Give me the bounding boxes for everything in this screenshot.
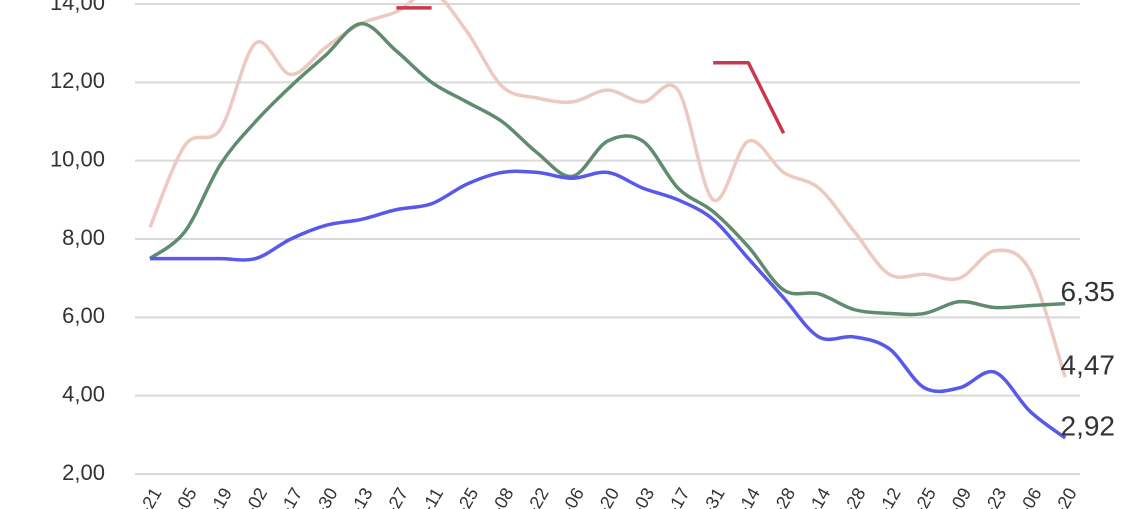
- x-tick-label: -09: [945, 484, 975, 509]
- x-tick-label: -03: [628, 484, 658, 509]
- x-tick-label: -22: [522, 484, 552, 509]
- y-tick-label: 2,00: [62, 460, 105, 485]
- x-tick-label: -08: [487, 484, 517, 509]
- series-line: [150, 169, 1067, 440]
- x-tick-label: -25: [452, 484, 482, 509]
- x-tick-label: -19: [206, 484, 236, 509]
- y-tick-label: 4,00: [62, 381, 105, 406]
- y-tick-label: 10,00: [50, 146, 105, 171]
- x-tick-label: -06: [1015, 484, 1045, 509]
- x-tick-label: -13: [346, 484, 376, 509]
- x-tick-label: -20: [593, 484, 623, 509]
- data-label: 6,35: [1061, 276, 1116, 307]
- series-line: [148, 0, 1067, 378]
- x-tick-label: -21: [135, 484, 165, 509]
- series-line: [148, 21, 1066, 317]
- x-tick-label: -27: [382, 484, 412, 509]
- x-tick-label: -14: [734, 484, 764, 509]
- x-tick-label: -31: [698, 484, 728, 509]
- data-label: 4,47: [1061, 350, 1116, 381]
- x-tick-label: -28: [769, 484, 799, 509]
- y-tick-label: 14,00: [50, 0, 105, 15]
- x-tick-label: -14: [804, 484, 834, 509]
- x-tick-label: -12: [874, 484, 904, 509]
- x-tick-label: -23: [980, 484, 1010, 509]
- series-line: [713, 61, 786, 135]
- y-tick-label: 8,00: [62, 225, 105, 250]
- y-tick-label: 12,00: [50, 68, 105, 93]
- x-tick-label: -02: [241, 484, 271, 509]
- y-tick-label: 6,00: [62, 303, 105, 328]
- data-label: 2,92: [1061, 410, 1116, 441]
- x-tick-label: -06: [558, 484, 588, 509]
- x-tick-label: -11: [418, 484, 448, 509]
- x-tick-label: -05: [170, 484, 200, 509]
- x-tick-label: -17: [663, 484, 693, 509]
- x-tick-label: -17: [276, 484, 306, 509]
- x-tick-label: -20: [1050, 484, 1080, 509]
- x-tick-label: -25: [910, 484, 940, 509]
- x-tick-label: -30: [311, 484, 341, 509]
- x-tick-label: -28: [839, 484, 869, 509]
